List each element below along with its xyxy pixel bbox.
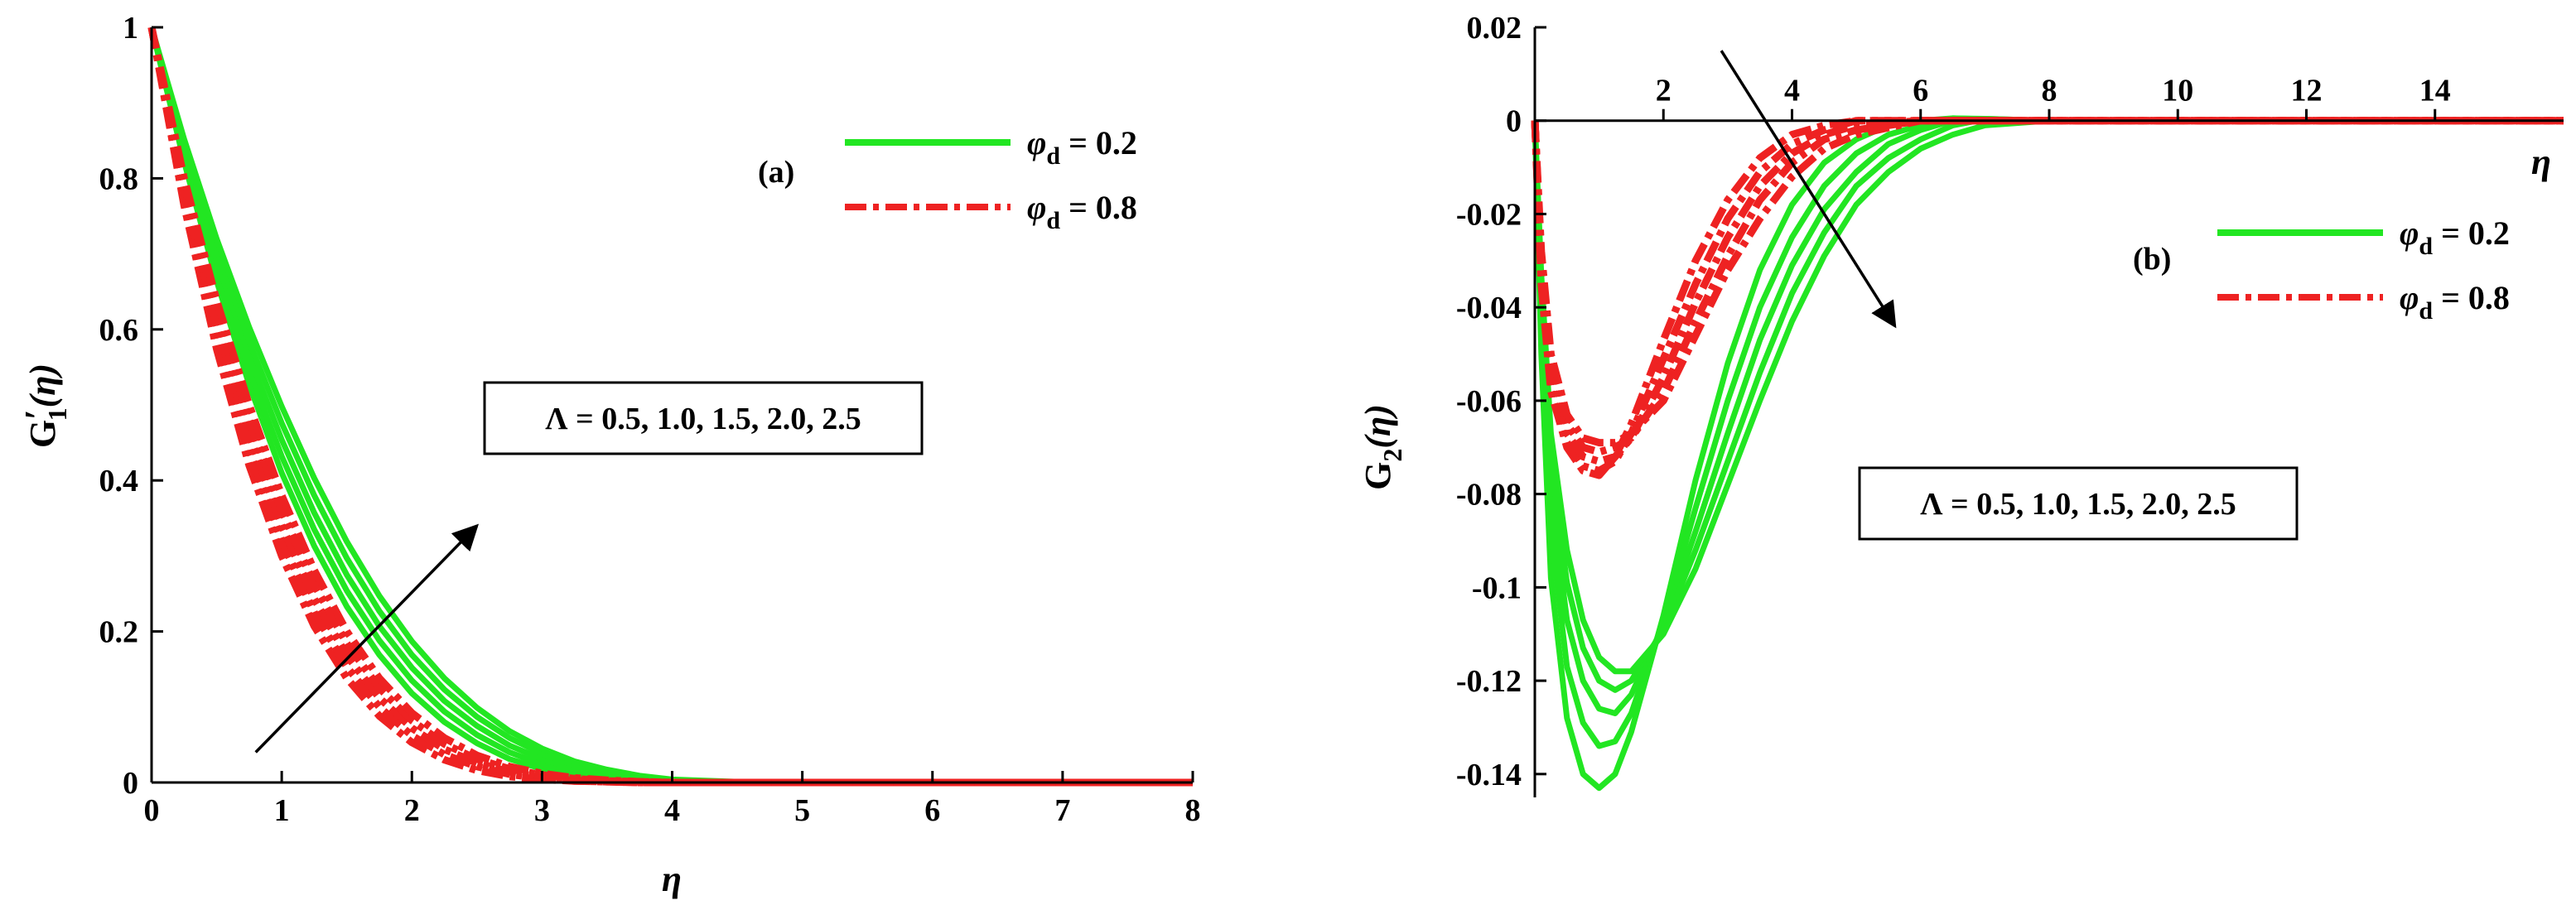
y-tick-label: 0 <box>1506 104 1522 139</box>
series-line-phi-0.8-lambda-1.5 <box>1531 117 2564 465</box>
x-tick-label: 3 <box>534 793 550 828</box>
x-tick-label: 6 <box>1913 74 1928 108</box>
series-line-phi-0.2-lambda-1.5 <box>1532 116 2564 716</box>
panel-b: 2 4 6 8 10 12 14 0.02 0 -0.02 -0.04 -0.06 -0.08 -0.1 -… <box>1358 11 2564 797</box>
y-axis-title: G′1(η) <box>17 364 72 448</box>
axes: 0 1 2 3 4 5 6 7 8 0 0.2 0.4 0.6 0.8 1 <box>99 11 1201 828</box>
trend-arrow <box>1720 50 1897 329</box>
legend-label-0: φd = 0.2 <box>2400 214 2510 260</box>
x-tick-label: 1 <box>274 793 290 828</box>
legend-label-0: φd = 0.2 <box>1027 124 1137 170</box>
y-tick-label: -0.08 <box>1456 478 1522 513</box>
y-tick-label: 0.02 <box>1467 11 1522 46</box>
y-tick-label: 0.6 <box>99 313 139 348</box>
x-tick-label: 5 <box>794 793 810 828</box>
series-line-phi-0.2-lambda-2.5 <box>1532 118 2564 675</box>
panel-label: (a) <box>758 155 794 190</box>
legend-label-1: φd = 0.8 <box>2400 279 2510 325</box>
x-axis-title: η <box>662 859 682 899</box>
series-line-phi-0.8-lambda-2 <box>147 26 1193 787</box>
series-group <box>147 26 1193 787</box>
y-tick-label: -0.02 <box>1456 197 1522 232</box>
y-tick-label: 0 <box>123 766 138 801</box>
x-axis-title: η <box>2531 142 2551 182</box>
trend-arrow <box>254 523 480 754</box>
x-tick-label: 10 <box>2162 74 2193 108</box>
x-tick-label: 14 <box>2419 74 2451 108</box>
y-tick-label: 0.2 <box>99 615 139 650</box>
annotation-text: Λ = 0.5, 1.0, 1.5, 2.0, 2.5 <box>545 402 861 436</box>
legend: φd = 0.2 φd = 0.8 <box>845 124 1137 234</box>
y-tick-label: -0.06 <box>1456 384 1522 419</box>
y-tick-label: 0.4 <box>99 464 139 498</box>
legend: φd = 0.2 φd = 0.8 <box>2217 214 2510 325</box>
x-tick-label: 8 <box>1185 793 1201 828</box>
annotation-box <box>1858 466 2299 541</box>
panel-label: (b) <box>2133 242 2171 277</box>
annotation-box <box>483 381 924 455</box>
x-tick-label: 12 <box>2291 74 2323 108</box>
y-tick-label: -0.1 <box>1472 571 1522 605</box>
series-line-phi-0.2-lambda-2 <box>1532 116 2564 693</box>
x-tick-label: 8 <box>2042 74 2057 108</box>
x-tick-label: 4 <box>664 793 680 828</box>
x-tick-label: 7 <box>1054 793 1070 828</box>
series-line-phi-0.8-lambda-1 <box>147 26 1193 787</box>
y-tick-label: 1 <box>123 11 138 46</box>
y-tick-label: -0.04 <box>1456 291 1522 325</box>
x-tick-label: 2 <box>404 793 420 828</box>
x-tick-label: 2 <box>1656 74 1672 108</box>
x-tick-label: 0 <box>144 793 160 828</box>
legend-label-1: φd = 0.8 <box>1027 189 1137 234</box>
annotation-text: Λ = 0.5, 1.0, 1.5, 2.0, 2.5 <box>1920 487 2236 522</box>
series-line-phi-0.2-lambda-1 <box>1532 115 2564 749</box>
y-tick-label: -0.12 <box>1456 664 1522 699</box>
y-axis-title: G2(η) <box>1358 404 1407 490</box>
axes: 2 4 6 8 10 12 14 0.02 0 -0.02 -0.04 -0.06 -0.08 -0.1 -… <box>1456 11 2564 797</box>
y-tick-label: -0.14 <box>1456 758 1522 792</box>
x-tick-label: 6 <box>924 793 940 828</box>
y-tick-label: 0.8 <box>99 161 139 196</box>
x-tick-label: 4 <box>1784 74 1800 108</box>
